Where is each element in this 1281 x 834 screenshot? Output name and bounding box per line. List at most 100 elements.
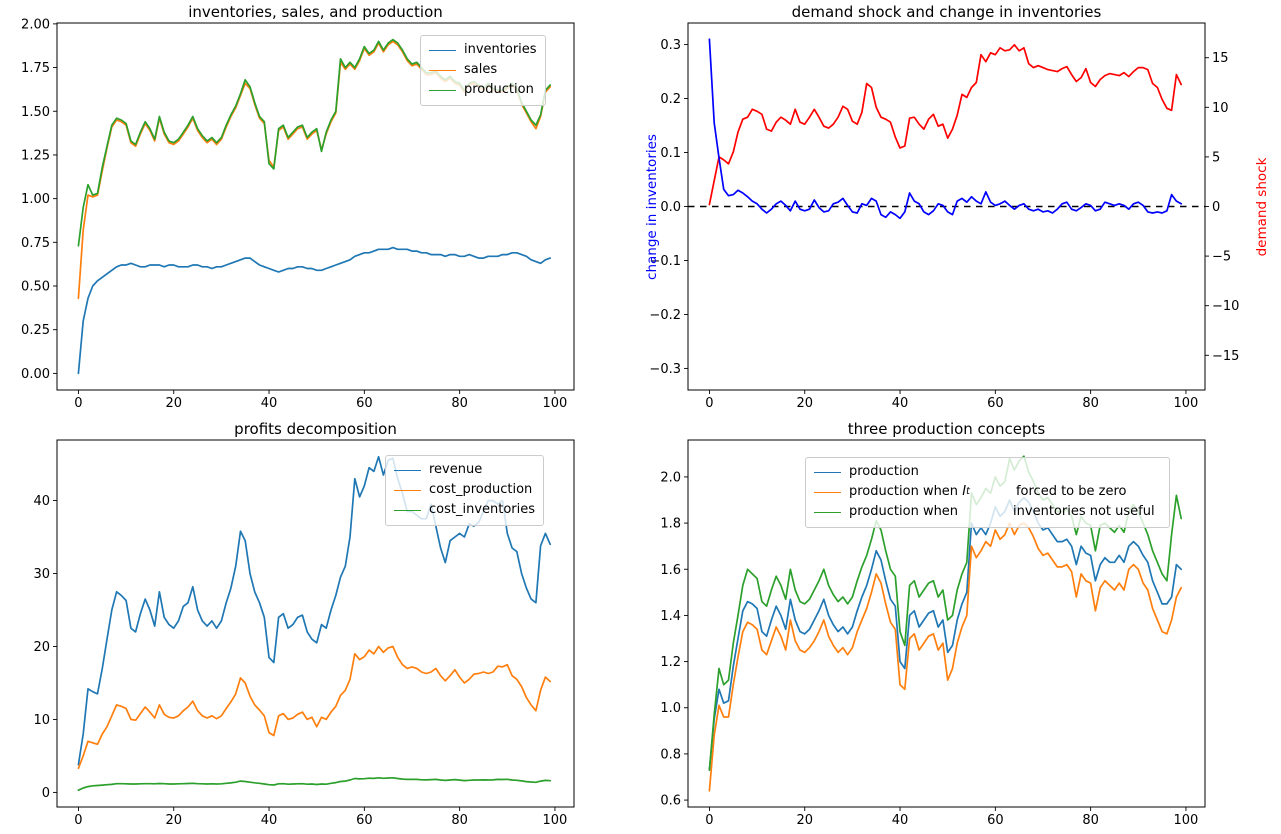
legend-label: production when (849, 504, 959, 519)
x-tick-label: 0 (705, 813, 713, 828)
right-y-tick-label: −5 (1212, 250, 1231, 265)
y-tick-label: 30 (33, 567, 50, 582)
legend-item: production (814, 462, 1155, 482)
series-line-production-zero-inventories (708, 522, 1183, 792)
x-tick-label: 20 (796, 813, 813, 828)
x-tick-label: 60 (987, 813, 1004, 828)
line-swatch-production (429, 89, 456, 91)
plot-border (56, 22, 575, 391)
legend: inventories sales production (420, 35, 546, 106)
y-tick-label: 0.6 (660, 794, 681, 809)
legend-item: cost_production (394, 480, 535, 500)
legend-item: cost_inventories (394, 500, 535, 520)
x-tick-label: 100 (1174, 396, 1199, 411)
x-tick-label: 80 (451, 813, 468, 828)
math-subscript-t: t (966, 486, 970, 497)
chart-title: demand shock and change in inventories (791, 3, 1102, 21)
chart-title: profits decomposition (234, 420, 397, 438)
x-tick-label: 80 (1082, 396, 1099, 411)
legend-item: revenue (394, 460, 535, 480)
x-tick-label: 100 (1174, 813, 1199, 828)
right-y-tick-label: 5 (1212, 150, 1220, 165)
y-tick-label: 1.00 (21, 192, 50, 207)
y-tick-label: 0.1 (660, 146, 681, 161)
x-tick-label: 40 (261, 813, 278, 828)
chart-panel-profits-decomposition: 0 20 40 60 80 100 0 10 20 30 40 profits decomposit… (0, 417, 640, 834)
legend-label: production when (849, 484, 963, 499)
y-tick-label: 0 (42, 786, 50, 801)
right-y-tick-label: −10 (1212, 299, 1239, 314)
chart-canvas-demand-shock: 0 20 40 60 80 1000.30.20.10.0−0.1−0.2−0.31510… (649, 22, 1239, 411)
legend-label: inventories not useful (1013, 504, 1155, 519)
right-y-tick-label: 15 (1212, 51, 1229, 66)
legend-item: sales (429, 60, 537, 80)
plot-border (687, 22, 1206, 391)
x-tick-label: 80 (451, 396, 468, 411)
legend-label: production (464, 82, 534, 97)
chart-title: inventories, sales, and production (188, 3, 443, 21)
line-swatch-production-inventories-not-useful (814, 511, 841, 513)
y-tick-label: −0.2 (649, 308, 681, 323)
legend-label: production (849, 464, 919, 479)
x-tick-label: 40 (892, 813, 909, 828)
line-swatch-sales (429, 69, 456, 71)
x-tick-label: 60 (356, 396, 373, 411)
right-y-tick-label: 0 (1212, 200, 1220, 215)
series-line-production (708, 496, 1183, 771)
plot-border (687, 439, 1206, 808)
y-tick-label: 1.50 (21, 105, 50, 120)
legend-label: inventories (464, 42, 537, 57)
legend-label: forced to be zero (1015, 484, 1127, 499)
legend-label: sales (464, 62, 498, 77)
line-swatch-cost-production (394, 489, 421, 491)
chart-canvas-inventories-sales-production: 0 20 40 60 80 100 0.00 0.25 0.50 0.75 1.00 1.25 1.50… (21, 17, 575, 411)
line-swatch-production-zero-inventories (814, 491, 841, 493)
legend-item: inventories (429, 40, 537, 60)
right-y-tick-label: 10 (1212, 101, 1229, 116)
x-tick-label: 40 (892, 396, 909, 411)
line-swatch-revenue (394, 469, 421, 471)
y-tick-label: 0.0 (660, 200, 681, 215)
chart-panel-inventories-sales-production: 0 20 40 60 80 100 0.00 0.25 0.50 0.75 1.00 1.25 1.50… (0, 0, 640, 417)
x-tick-label: 60 (987, 396, 1004, 411)
y-tick-label: −0.3 (649, 362, 681, 377)
legend-label: cost_production (429, 482, 533, 497)
y-tick-label: 0.8 (660, 747, 681, 762)
y-tick-label: 2.0 (660, 470, 681, 485)
line-swatch-production (814, 471, 841, 473)
y-tick-label: 0.2 (660, 92, 681, 107)
chart-panel-demand-shock: 0 20 40 60 80 100 0.3 0.2 0.1 0.0 −0.1 −0.2 −0.3 15 10… (641, 0, 1281, 417)
y-tick-label: 1.2 (660, 655, 681, 670)
y-tick-label: 1.0 (660, 701, 681, 716)
series-line-cost-production (77, 645, 552, 770)
y-tick-label: 0.00 (21, 367, 50, 382)
y-tick-label: 20 (33, 640, 50, 655)
x-tick-label: 0 (74, 813, 82, 828)
x-tick-label: 100 (543, 396, 568, 411)
x-tick-label: 20 (165, 813, 182, 828)
x-tick-label: 20 (165, 396, 182, 411)
legend-label: revenue (429, 462, 483, 477)
x-tick-label: 60 (356, 813, 373, 828)
math-symbol-I: I (962, 484, 967, 499)
legend: revenue cost_production cost_inventories (385, 455, 545, 526)
plot-border (56, 439, 575, 808)
legend-item: production (429, 80, 537, 100)
line-swatch-cost-inventories (394, 509, 421, 511)
chart-panel-three-production-concepts: 0 20 40 60 80 100 0.6 0.8 1.0 1.2 1.4 1.6 1.8 2.0 thr… (641, 417, 1281, 834)
y-tick-label: 1.8 (660, 517, 681, 532)
y-tick-label: −0.1 (649, 254, 681, 269)
left-axis-label: change in inventories (644, 134, 660, 280)
legend-item: production when inventories not useful (814, 502, 1155, 522)
y-tick-label: 0.75 (21, 236, 50, 251)
x-tick-label: 0 (74, 396, 82, 411)
y-tick-label: 2.00 (21, 17, 50, 32)
x-tick-label: 40 (261, 396, 278, 411)
y-tick-label: 1.4 (660, 609, 681, 624)
legend-label: cost_inventories (429, 502, 536, 517)
x-tick-label: 0 (705, 396, 713, 411)
y-tick-label: 10 (33, 713, 50, 728)
